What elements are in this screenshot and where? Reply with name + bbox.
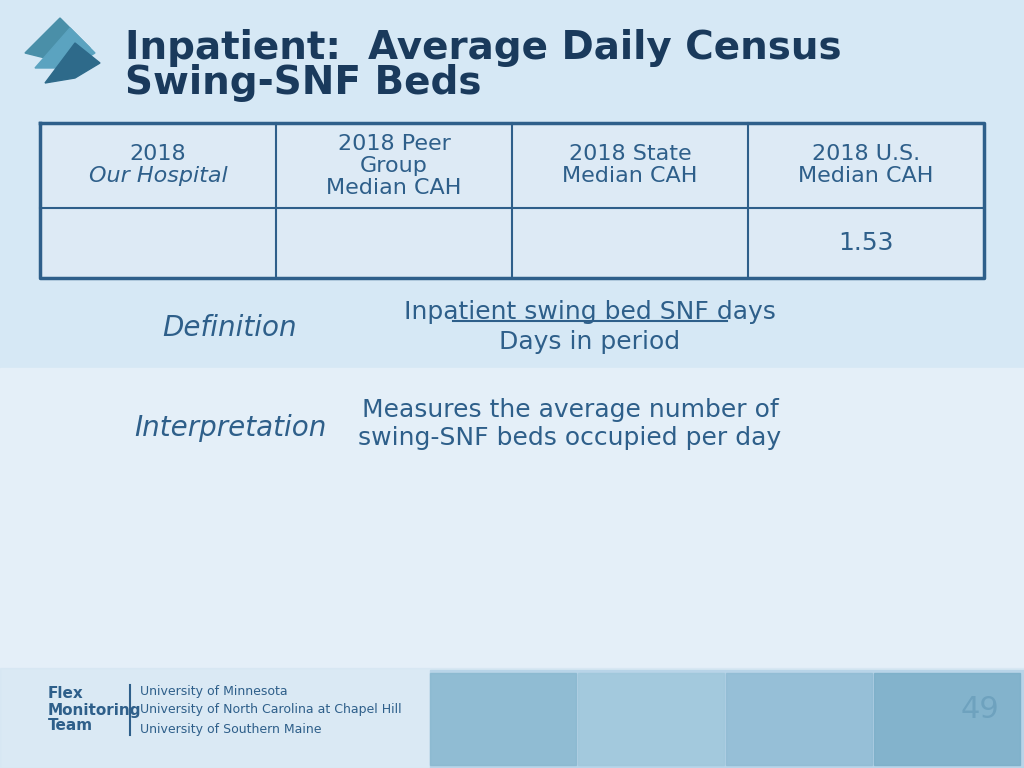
Text: Our Hospital: Our Hospital xyxy=(89,167,227,187)
Polygon shape xyxy=(45,43,100,83)
Text: 2018: 2018 xyxy=(130,144,186,164)
Text: Inpatient swing bed SNF days: Inpatient swing bed SNF days xyxy=(404,300,776,324)
Bar xyxy=(726,673,872,765)
Bar xyxy=(430,673,575,765)
Text: Monitoring: Monitoring xyxy=(48,703,141,717)
Text: University of Minnesota
University of North Carolina at Chapel Hill
University o: University of Minnesota University of No… xyxy=(140,684,401,736)
Text: Definition: Definition xyxy=(163,314,297,342)
Text: Measures the average number of: Measures the average number of xyxy=(361,398,778,422)
Polygon shape xyxy=(25,18,90,63)
Bar xyxy=(430,670,1024,768)
Text: Flex: Flex xyxy=(48,687,84,701)
Text: 2018 Peer: 2018 Peer xyxy=(338,134,451,154)
Text: Days in period: Days in period xyxy=(500,330,681,354)
Text: 2018 U.S.: 2018 U.S. xyxy=(812,144,920,164)
Text: Median CAH: Median CAH xyxy=(327,177,462,197)
Bar xyxy=(40,123,984,278)
Text: Median CAH: Median CAH xyxy=(799,167,934,187)
Text: Group: Group xyxy=(360,155,428,176)
Text: Swing-SNF Beds: Swing-SNF Beds xyxy=(125,64,481,102)
Text: 1.53: 1.53 xyxy=(839,231,894,255)
Text: Median CAH: Median CAH xyxy=(562,167,697,187)
Polygon shape xyxy=(35,28,95,68)
Bar xyxy=(0,668,1024,768)
Bar xyxy=(874,673,1020,765)
Text: 49: 49 xyxy=(961,696,999,724)
Text: Inpatient:  Average Daily Census: Inpatient: Average Daily Census xyxy=(125,29,842,67)
Bar xyxy=(0,368,1024,768)
Text: Interpretation: Interpretation xyxy=(134,414,327,442)
Text: swing-SNF beds occupied per day: swing-SNF beds occupied per day xyxy=(358,426,781,450)
Text: 2018 State: 2018 State xyxy=(568,144,691,164)
Bar xyxy=(578,673,724,765)
Text: Team: Team xyxy=(48,719,93,733)
